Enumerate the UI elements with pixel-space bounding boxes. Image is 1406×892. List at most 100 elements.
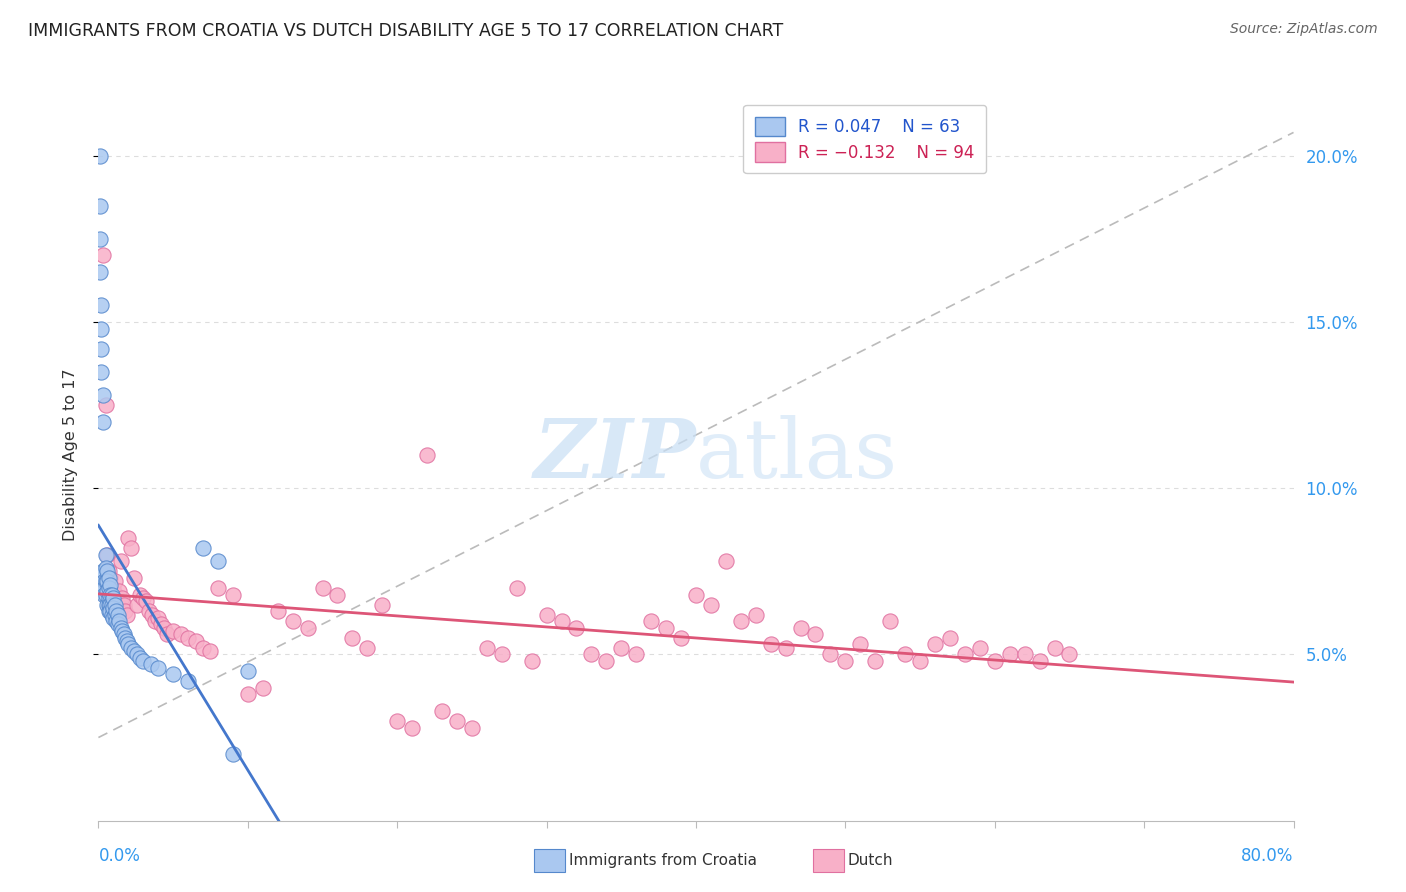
- Point: [100, 604, 122, 618]
- Point: [127, 648, 149, 662]
- Point: [326, 588, 349, 602]
- Text: IMMIGRANTS FROM CROATIA VS DUTCH DISABILITY AGE 5 TO 17 CORRELATION CHART: IMMIGRANTS FROM CROATIA VS DUTCH DISABIL…: [28, 22, 783, 40]
- Point: [117, 531, 139, 545]
- Point: [104, 598, 127, 612]
- Point: [103, 600, 125, 615]
- Point: [984, 654, 1007, 668]
- Point: [96, 598, 118, 612]
- Point: [93, 574, 115, 589]
- Point: [101, 588, 124, 602]
- Point: [550, 614, 572, 628]
- Point: [97, 598, 120, 612]
- Point: [177, 673, 200, 688]
- Point: [104, 607, 127, 622]
- Point: [745, 607, 768, 622]
- Point: [105, 604, 128, 618]
- Point: [90, 298, 112, 312]
- Point: [207, 554, 229, 568]
- Point: [96, 584, 118, 599]
- Point: [385, 714, 409, 728]
- Point: [565, 621, 588, 635]
- Point: [120, 640, 142, 655]
- Point: [446, 714, 468, 728]
- Point: [124, 571, 146, 585]
- Point: [97, 571, 120, 585]
- Point: [96, 564, 118, 578]
- Point: [91, 248, 114, 262]
- Text: Source: ZipAtlas.com: Source: ZipAtlas.com: [1230, 22, 1378, 37]
- Point: [1043, 640, 1066, 655]
- Point: [112, 598, 135, 612]
- Point: [595, 654, 617, 668]
- Point: [100, 571, 122, 585]
- Point: [108, 584, 131, 599]
- Point: [162, 624, 184, 639]
- Point: [207, 581, 229, 595]
- Point: [117, 637, 139, 651]
- Point: [97, 564, 120, 578]
- Point: [184, 634, 207, 648]
- Point: [90, 321, 112, 335]
- Point: [100, 588, 122, 602]
- Point: [222, 747, 245, 761]
- Point: [105, 614, 128, 628]
- Point: [110, 554, 132, 568]
- Point: [879, 614, 901, 628]
- Point: [162, 667, 184, 681]
- Point: [148, 611, 170, 625]
- Point: [115, 607, 138, 622]
- Point: [700, 598, 723, 612]
- Point: [138, 604, 160, 618]
- Point: [153, 621, 176, 635]
- Text: ZIP: ZIP: [533, 415, 696, 495]
- Point: [90, 365, 112, 379]
- Point: [297, 621, 319, 635]
- Point: [90, 342, 112, 356]
- Point: [107, 607, 129, 622]
- Point: [135, 594, 157, 608]
- Point: [101, 598, 124, 612]
- Point: [156, 627, 179, 641]
- Point: [100, 598, 122, 612]
- Point: [129, 588, 152, 602]
- Point: [222, 588, 245, 602]
- Point: [96, 574, 118, 589]
- Point: [475, 640, 498, 655]
- Point: [655, 621, 678, 635]
- Point: [141, 607, 163, 622]
- Point: [953, 648, 976, 662]
- Point: [281, 614, 304, 628]
- Point: [491, 648, 513, 662]
- Point: [342, 631, 364, 645]
- Point: [191, 541, 214, 555]
- Text: atlas: atlas: [696, 415, 898, 495]
- Point: [759, 637, 782, 651]
- Point: [114, 604, 136, 618]
- Point: [139, 657, 162, 672]
- Point: [112, 627, 135, 641]
- Point: [908, 654, 931, 668]
- Point: [120, 541, 142, 555]
- Point: [849, 637, 872, 651]
- Point: [97, 604, 120, 618]
- Point: [865, 654, 887, 668]
- Point: [107, 598, 129, 612]
- Point: [1014, 648, 1036, 662]
- Point: [94, 588, 117, 602]
- Point: [924, 637, 946, 651]
- Point: [461, 721, 484, 735]
- Point: [610, 640, 633, 655]
- Point: [103, 611, 125, 625]
- Point: [148, 661, 170, 675]
- Point: [177, 631, 200, 645]
- Point: [1028, 654, 1050, 668]
- Text: Immigrants from Croatia: Immigrants from Croatia: [569, 854, 758, 868]
- Point: [97, 581, 120, 595]
- Point: [789, 621, 811, 635]
- Point: [124, 644, 146, 658]
- Point: [143, 614, 166, 628]
- Point: [103, 581, 125, 595]
- Point: [100, 577, 122, 591]
- Point: [820, 648, 842, 662]
- Point: [236, 687, 259, 701]
